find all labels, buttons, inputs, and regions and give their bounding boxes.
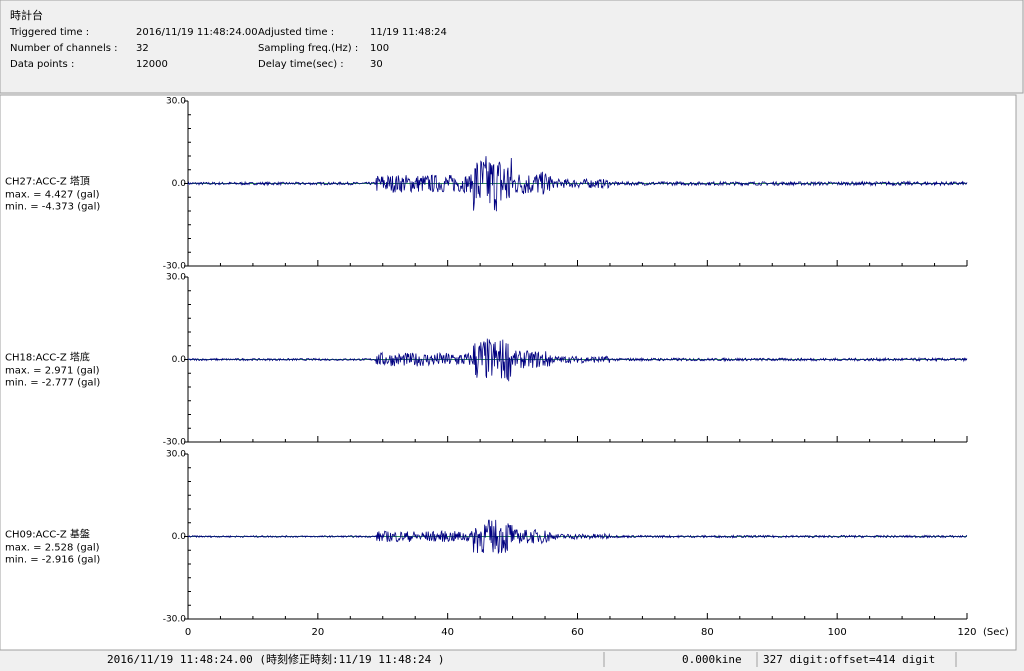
status-velocity: 0.000kine [682,653,742,666]
x-unit: (Sec) [983,627,1009,638]
waveform [187,338,968,382]
channel-name: CH27:ACC-Z 塔頂 [5,175,90,188]
waveform [187,156,968,212]
field-value: 100 [370,43,389,54]
header-panel [0,0,1024,94]
y-tick-label: 30.0 [166,97,186,107]
field-value: 30 [370,59,383,70]
x-tick-label: 80 [701,627,714,638]
y-tick-label: 0.0 [172,179,187,189]
y-tick-label: 30.0 [166,450,186,460]
y-tick-label: -30.0 [163,438,187,448]
y-tick-label: -30.0 [163,262,187,272]
field-label: Number of channels : [10,43,118,54]
x-tick-label: 60 [571,627,584,638]
channel-min: min. = -2.916 (gal) [5,555,100,566]
channel-max: max. = 4.427 (gal) [5,190,100,201]
waveform [187,519,968,555]
channel-name: CH18:ACC-Z 塔底 [5,351,90,364]
x-tick-label: 120 [957,627,976,638]
field-label: Delay time(sec) : [258,59,344,70]
x-tick-label: 20 [311,627,324,638]
y-tick-label: 30.0 [166,273,186,283]
status-time: 2016/11/19 11:48:24.00 (時刻修正時刻:11/19 11:… [107,652,445,666]
window-title: 時計台 [10,8,43,22]
field-value: 12000 [136,59,168,70]
channel-max: max. = 2.971 (gal) [5,366,100,377]
status-bar [0,652,1024,667]
y-tick-label: -30.0 [163,615,187,625]
y-tick-label: 0.0 [172,532,187,542]
channel-max: max. = 2.528 (gal) [5,543,100,554]
x-tick-label: 100 [828,627,847,638]
field-label: Sampling freq.(Hz) : [258,43,358,54]
plot-panel [0,94,1017,651]
field-label: Triggered time : [9,27,89,38]
field-label: Adjusted time : [258,27,334,38]
field-label: Data points : [10,59,74,70]
field-value: 11/19 11:48:24 [370,27,447,38]
channel-name: CH09:ACC-Z 基盤 [5,528,90,541]
field-value: 32 [136,43,149,54]
x-tick-label: 40 [441,627,454,638]
channel-min: min. = -4.373 (gal) [5,202,100,213]
y-tick-label: 0.0 [172,355,187,365]
status-digit: 327 digit:offset=414 digit [763,653,935,666]
channel-min: min. = -2.777 (gal) [5,378,100,389]
x-tick-label: 0 [185,627,191,638]
field-value: 2016/11/19 11:48:24.00 [136,27,258,38]
